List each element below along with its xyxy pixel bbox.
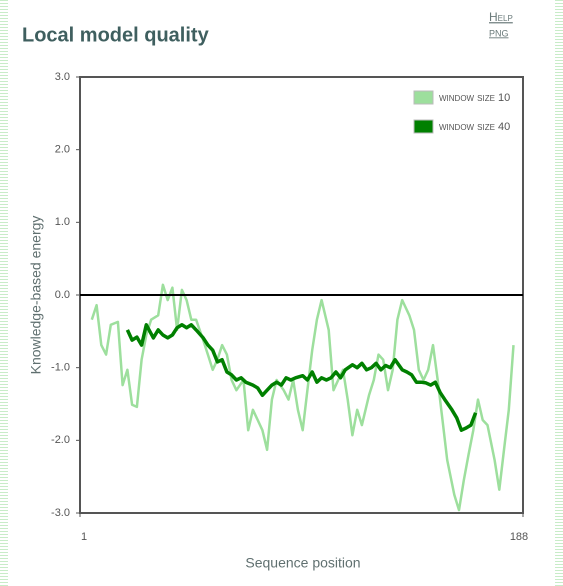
legend-label: window size 10 — [439, 92, 510, 104]
legend-label: window size 40 — [439, 121, 510, 133]
y-tick-label: 0.0 — [55, 289, 70, 301]
y-tick-label: 1.0 — [55, 216, 70, 228]
series-line — [90, 283, 515, 512]
x-tick-label: 1 — [81, 531, 87, 543]
legend-swatch — [413, 90, 434, 105]
y-tick-label: -2.0 — [51, 434, 70, 446]
x-tick-label: 188 — [510, 531, 528, 543]
legend-swatch — [413, 119, 434, 134]
chart-title: Local model quality — [22, 24, 210, 46]
series-line — [125, 323, 478, 432]
y-axis-label: Knowledge-based energy — [28, 216, 44, 375]
y-tick-label: 2.0 — [55, 144, 70, 156]
help-link[interactable]: Help — [489, 10, 513, 24]
y-tick-label: -3.0 — [51, 507, 70, 519]
y-tick-label: 3.0 — [55, 71, 70, 83]
x-axis-label: Sequence position — [245, 555, 360, 571]
png-link[interactable]: PNG — [489, 28, 509, 38]
y-tick-label: -1.0 — [51, 362, 70, 374]
